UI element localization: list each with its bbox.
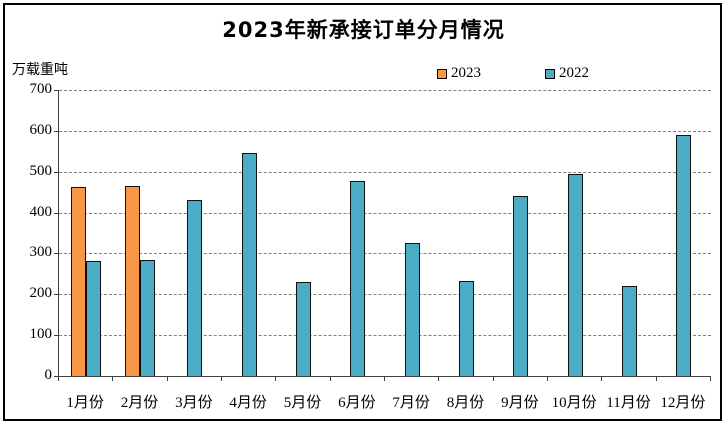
bar-2022-11月份 (621, 286, 637, 376)
bar-2022-10月份 (567, 174, 583, 376)
bar-2022-6月份 (350, 181, 366, 376)
y-axis-tick-mark (54, 376, 58, 377)
x-tick-label-9: 9月份 (501, 395, 539, 411)
x-axis-tick-mark (384, 377, 385, 381)
y-axis-ticks (54, 90, 58, 377)
x-axis-tick-mark (492, 377, 494, 381)
month-group-2 (113, 90, 167, 376)
bar-2022-2月份 (140, 260, 156, 376)
plot-area (58, 90, 711, 377)
x-tick-label-11: 11月份 (606, 395, 651, 411)
x-axis-labels: 1月份 2月份 3月份 4月份 5月份 6月份 7月份 8月份 9月份 10月份 11月份 12月份 (58, 391, 710, 411)
y-axis-tick-mark (54, 294, 58, 296)
x-axis-tick-mark (166, 377, 168, 381)
bar-2022-8月份 (458, 281, 474, 376)
x-tick-label-8: 8月份 (446, 395, 485, 411)
x-axis-tick-mark (438, 377, 440, 381)
gridline-400 (59, 212, 711, 214)
x-tick-label-12: 12月份 (660, 395, 706, 411)
month-group-10 (548, 90, 602, 376)
x-tick-label-7: 7月份 (392, 395, 430, 411)
legend-item-2023: 2023 (437, 66, 481, 81)
y-tick-label-400: 400 (29, 203, 53, 220)
y-tick-label-100: 100 (29, 326, 53, 343)
y-tick-label-500: 500 (29, 162, 53, 179)
bar-2022-3月份 (187, 200, 203, 376)
bar-2022-1月份 (86, 260, 102, 376)
y-tick-label-0: 0 (44, 367, 53, 383)
y-axis-tick-mark (54, 212, 58, 214)
x-axis-tick-mark (329, 377, 331, 381)
x-axis-tick-mark (547, 377, 548, 381)
bar-2022-5月份 (295, 282, 311, 376)
y-axis-tick-mark (54, 90, 58, 91)
y-tick-label-700: 700 (29, 81, 53, 97)
bar-2022-4月份 (241, 152, 257, 376)
x-axis-tick-mark (710, 377, 711, 381)
month-group-8 (439, 90, 493, 376)
x-tick-label-4: 4月份 (229, 395, 267, 411)
y-axis-labels: 0 100 200 300 400 500 600 700 (0, 81, 53, 383)
gridline-100 (59, 335, 711, 337)
x-axis-tick-mark (221, 377, 222, 381)
x-tick-label-3: 3月份 (175, 395, 213, 411)
month-group-4 (222, 90, 276, 376)
x-axis-ticks (58, 377, 711, 381)
legend-swatch-2022 (545, 68, 555, 79)
bar-2022-7月份 (404, 242, 420, 376)
legend-swatch-2023 (437, 68, 447, 79)
chart-legend: 2023 2022 (437, 66, 589, 81)
bar-2023-2月份 (125, 186, 141, 376)
y-axis-tick-mark (54, 171, 58, 173)
chart-title: 2023年新承接订单分月情况 (222, 18, 505, 42)
x-tick-label-10: 10月份 (551, 395, 597, 411)
x-tick-label-2: 2月份 (120, 395, 159, 411)
x-axis-tick-mark (58, 377, 59, 381)
month-group-3 (168, 90, 222, 376)
y-axis-unit-label: 万载重吨 (12, 63, 68, 78)
x-axis-tick-mark (655, 377, 657, 381)
y-axis-tick-mark (54, 335, 58, 337)
x-tick-label-5: 5月份 (283, 395, 322, 411)
month-group-9 (494, 90, 548, 376)
gridline-300 (59, 253, 711, 255)
y-tick-label-600: 600 (29, 121, 53, 138)
legend-label-2022: 2022 (559, 65, 589, 81)
month-group-6 (331, 90, 385, 376)
bar-2022-9月份 (513, 195, 529, 376)
x-axis-tick-mark (275, 377, 277, 381)
month-group-1 (59, 90, 113, 376)
gridline-700 (59, 90, 711, 91)
gridline-200 (59, 294, 711, 296)
legend-label-2023: 2023 (451, 65, 481, 81)
x-axis-tick-mark (601, 377, 603, 381)
x-axis-tick-mark (112, 377, 114, 381)
y-axis-tick-mark (54, 130, 58, 132)
legend-item-2022: 2022 (545, 66, 589, 81)
month-group-11 (602, 90, 656, 376)
x-tick-label-1: 1月份 (66, 395, 104, 411)
y-tick-label-200: 200 (29, 285, 53, 302)
bar-2023-1月份 (71, 187, 87, 376)
gridline-600 (59, 130, 711, 132)
bar-2022-12月份 (676, 134, 692, 376)
gridline-500 (59, 171, 711, 173)
x-tick-label-6: 6月份 (338, 395, 376, 411)
month-group-7 (385, 90, 439, 376)
month-group-12 (657, 90, 711, 376)
month-group-5 (276, 90, 330, 376)
y-tick-label-300: 300 (29, 244, 53, 261)
y-axis-tick-mark (54, 253, 58, 255)
